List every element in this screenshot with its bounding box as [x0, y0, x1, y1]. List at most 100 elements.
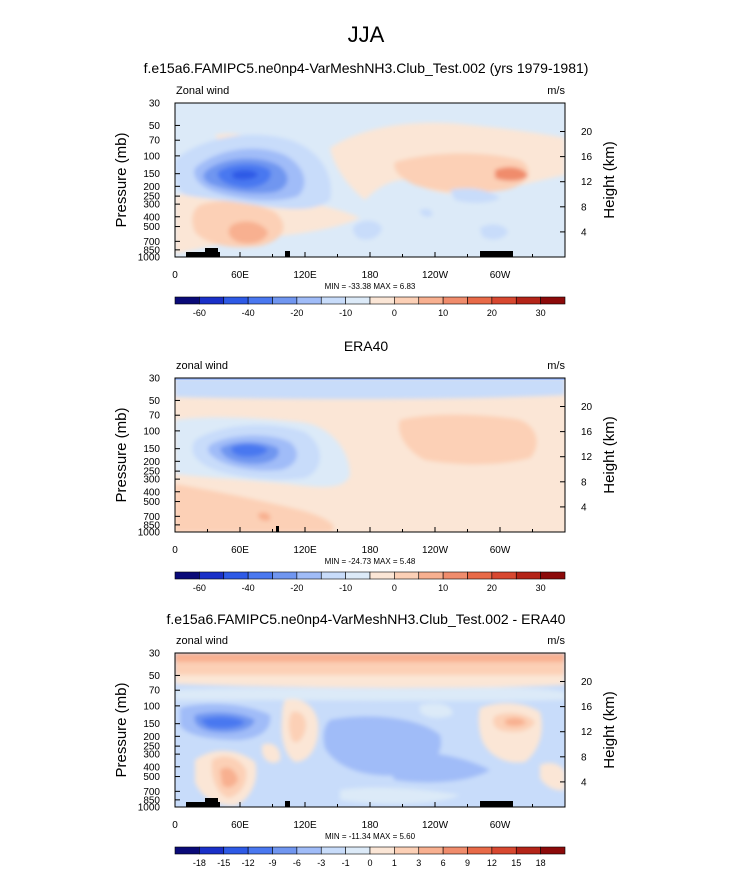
pressure-tick-label: 100	[143, 701, 160, 712]
height-tick-label: 8	[581, 477, 587, 488]
colorbar-swatch	[272, 846, 298, 855]
colorbar-swatch	[491, 296, 517, 305]
pressure-tick-label: 70	[149, 686, 161, 697]
longitude-tick-label: 60E	[231, 270, 249, 281]
panel-title: ERA40	[344, 338, 389, 354]
colorbar-label: -9	[268, 858, 276, 868]
units-label: m/s	[547, 635, 565, 647]
pressure-tick-label: 850	[143, 795, 160, 806]
height-axis: 4 8 12 16 20	[560, 127, 593, 238]
colorbar-swatch	[540, 571, 566, 580]
colorbar-swatch	[369, 846, 395, 855]
pressure-tick-label: 150	[143, 169, 160, 180]
pressure-tick-label: 150	[143, 444, 160, 455]
colorbar-swatch	[491, 571, 517, 580]
colorbar-swatch	[515, 571, 541, 580]
colorbar-label: 20	[487, 308, 497, 318]
main-title: JJA	[348, 22, 385, 47]
colorbar-swatch	[345, 846, 371, 855]
colorbar: -60 -40 -20 -10 0 10 20 30	[174, 571, 566, 593]
colorbar-swatch	[491, 846, 517, 855]
colorbar-swatch	[199, 296, 225, 305]
colorbar-label: -10	[339, 583, 352, 593]
pressure-tick-label: 1000	[138, 253, 161, 264]
height-tick-label: 8	[581, 752, 587, 763]
longitude-tick-label: 180	[362, 270, 379, 281]
pressure-tick-label: 250	[143, 192, 160, 203]
colorbar-swatch	[394, 296, 420, 305]
longitude-tick-label: 120W	[422, 270, 449, 281]
pressure-tick-label: 150	[143, 719, 160, 730]
colorbar-label: 30	[536, 308, 546, 318]
colorbar-swatch	[540, 846, 566, 855]
height-tick-label: 4	[581, 777, 587, 788]
colorbar-label: -60	[193, 308, 206, 318]
pressure-tick-label: 200	[143, 457, 160, 468]
height-tick-label: 12	[581, 452, 593, 463]
colorbar-swatch	[369, 571, 395, 580]
longitude-tick-label: 120W	[422, 545, 449, 556]
colorbar-swatch	[320, 846, 346, 855]
contour-field	[175, 378, 565, 532]
colorbar-swatch	[174, 846, 200, 855]
pressure-tick-label: 70	[149, 411, 161, 422]
colorbar-label: -1	[342, 858, 350, 868]
colorbar-swatch	[345, 571, 371, 580]
longitude-tick-label: 0	[172, 820, 178, 831]
pressure-tick-label: 400	[143, 487, 160, 498]
colorbar-swatch	[467, 296, 493, 305]
colorbar-swatch	[394, 571, 420, 580]
colorbar-label: -20	[290, 308, 303, 318]
longitude-tick-label: 60W	[490, 545, 511, 556]
colorbar-swatch	[540, 296, 566, 305]
longitude-tick-label: 120E	[293, 545, 317, 556]
units-label: m/s	[547, 85, 565, 97]
pressure-tick-label: 250	[143, 742, 160, 753]
longitude-tick-label: 120W	[422, 820, 449, 831]
colorbar-swatch	[467, 571, 493, 580]
colorbar-label: 6	[441, 858, 446, 868]
height-axis-title: Height (km)	[601, 141, 618, 219]
variable-label: zonal wind	[176, 360, 228, 372]
pressure-axis-title: Pressure (mb)	[113, 132, 130, 227]
height-tick-label: 20	[581, 677, 593, 688]
colorbar-swatch	[272, 571, 298, 580]
height-tick-label: 16	[581, 702, 593, 713]
colorbar-swatch	[320, 296, 346, 305]
height-tick-label: 12	[581, 727, 593, 738]
colorbar-swatch	[223, 846, 249, 855]
colorbar-swatch	[442, 571, 468, 580]
longitude-tick-label: 60E	[231, 545, 249, 556]
pressure-axis-title: Pressure (mb)	[113, 682, 130, 777]
colorbar-swatch	[418, 296, 444, 305]
colorbar-label: -40	[242, 583, 255, 593]
min-max-stats: MIN = -24.73 MAX = 5.48	[325, 557, 416, 566]
pressure-tick-label: 400	[143, 212, 160, 223]
colorbar-label: 0	[367, 858, 372, 868]
pressure-tick-label: 850	[143, 245, 160, 256]
colorbar-swatch	[442, 846, 468, 855]
pressure-tick-label: 850	[143, 520, 160, 531]
colorbar-swatch	[199, 846, 225, 855]
colorbar-swatch	[515, 846, 541, 855]
pressure-tick-label: 30	[149, 374, 161, 385]
variable-label: zonal wind	[176, 635, 228, 647]
colorbar-label: 10	[438, 308, 448, 318]
colorbar-label: 18	[536, 858, 546, 868]
colorbar-swatch	[223, 296, 249, 305]
height-tick-label: 16	[581, 427, 593, 438]
panel-title: f.e15a6.FAMIPC5.ne0np4-VarMeshNH3.Club_T…	[144, 60, 589, 76]
pressure-tick-label: 100	[143, 426, 160, 437]
colorbar: -18 -15 -12 -9 -6 -3 -1 0 1 3 6 9 12 15 18	[174, 846, 566, 868]
pressure-tick-label: 300	[143, 475, 160, 486]
pressure-tick-label: 700	[143, 237, 160, 248]
colorbar-label: 9	[465, 858, 470, 868]
colorbar-label: -20	[290, 583, 303, 593]
height-axis: 4 8 12 16 20	[560, 677, 593, 788]
pressure-tick-label: 500	[143, 772, 160, 783]
colorbar-label: 30	[536, 583, 546, 593]
contour-field	[175, 653, 565, 807]
colorbar-swatch	[296, 296, 322, 305]
